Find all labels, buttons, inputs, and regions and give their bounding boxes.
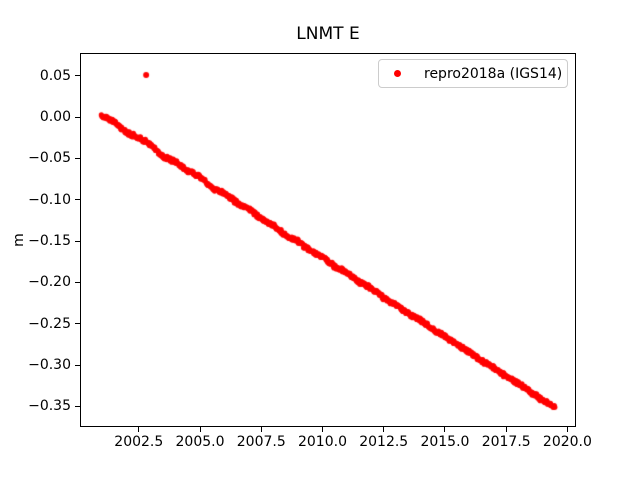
y-tick-mark xyxy=(75,364,80,366)
x-tick-label: 2017.5 xyxy=(481,434,531,450)
chart-title: LNMT E xyxy=(296,24,360,44)
legend: repro2018a (IGS14) xyxy=(378,59,568,88)
y-tick-label: −0.10 xyxy=(28,191,71,208)
y-tick-mark xyxy=(75,240,80,242)
x-tick-label: 2002.5 xyxy=(114,434,164,450)
y-tick-label: −0.05 xyxy=(28,150,71,167)
x-tick-label: 2007.5 xyxy=(236,434,286,450)
y-tick-mark xyxy=(75,157,80,159)
x-tick-label: 2010.0 xyxy=(297,434,347,450)
x-tick-mark xyxy=(505,427,507,432)
y-tick-mark xyxy=(75,405,80,407)
y-tick-label: −0.35 xyxy=(28,398,71,415)
y-tick-label: −0.30 xyxy=(28,357,71,373)
y-tick-label: −0.15 xyxy=(28,233,71,250)
y-tick-label: 0.05 xyxy=(39,67,71,84)
y-tick-mark xyxy=(75,199,80,201)
y-tick-mark xyxy=(75,75,80,77)
y-tick-mark xyxy=(75,323,80,325)
legend-label: repro2018a (IGS14) xyxy=(424,65,563,82)
x-tick-mark xyxy=(321,427,323,432)
x-tick-label: 2015.0 xyxy=(420,434,470,450)
x-tick-label: 2012.5 xyxy=(359,434,409,450)
y-tick-label: −0.25 xyxy=(28,315,71,332)
x-tick-label: 2005.0 xyxy=(175,434,225,450)
y-tick-label: 0.00 xyxy=(39,109,71,126)
x-tick-mark xyxy=(383,427,385,432)
x-tick-mark xyxy=(566,427,568,432)
y-tick-label: −0.20 xyxy=(28,274,71,291)
y-tick-mark xyxy=(75,281,80,283)
legend-marker-dot-icon xyxy=(394,70,401,77)
plot-area xyxy=(80,53,576,427)
x-tick-mark xyxy=(199,427,201,432)
x-tick-mark xyxy=(444,427,446,432)
x-tick-mark xyxy=(260,427,262,432)
x-tick-label: 2020.0 xyxy=(542,434,592,450)
y-tick-mark xyxy=(75,116,80,118)
x-tick-mark xyxy=(138,427,140,432)
